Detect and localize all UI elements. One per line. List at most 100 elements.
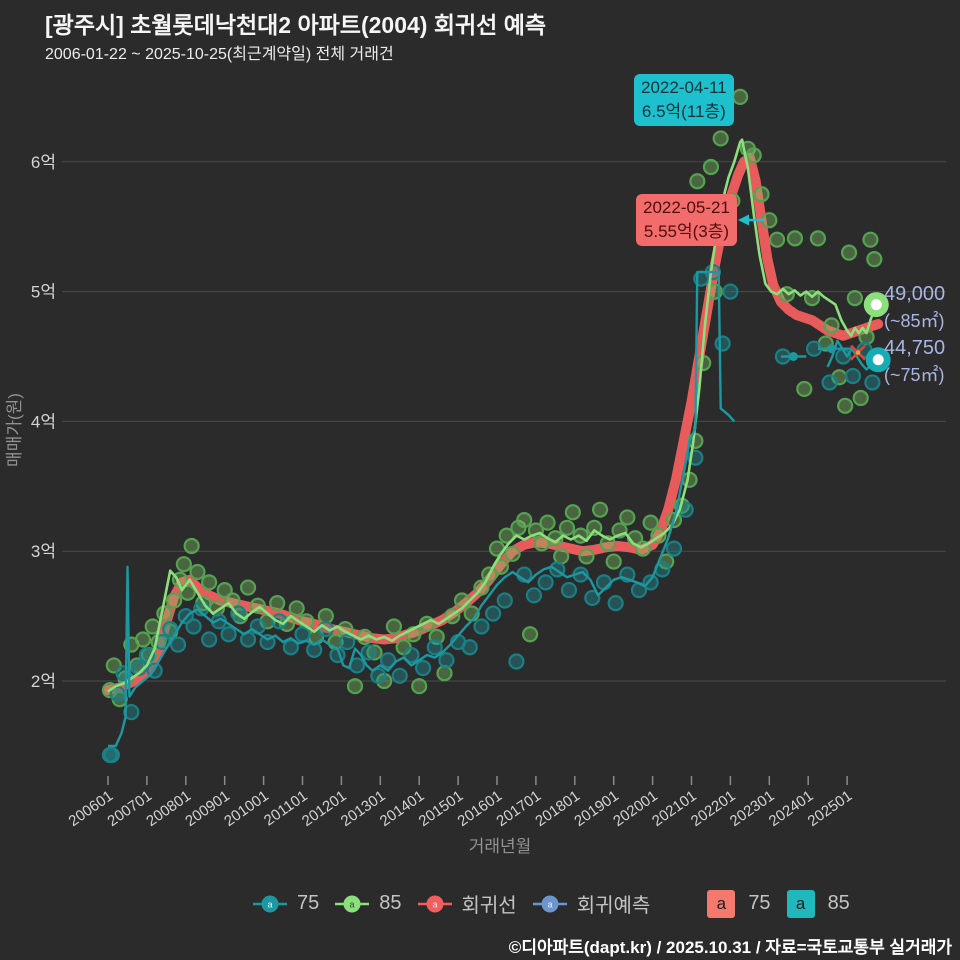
median-line-85[interactable] [107, 138, 878, 693]
scatter-point-85[interactable] [516, 511, 533, 529]
scatter-point-85[interactable] [753, 186, 770, 203]
scatter-point-85[interactable] [761, 212, 778, 229]
scatter-point-85[interactable] [453, 592, 471, 609]
scatter-point-75[interactable] [339, 633, 356, 651]
scatter-point-75[interactable] [665, 540, 683, 557]
legend-area-item-75[interactable]: a 75 [707, 889, 771, 918]
scatter-point-75[interactable] [537, 574, 554, 591]
scatter-point-85[interactable] [166, 592, 183, 609]
scatter-point-75[interactable] [426, 639, 443, 656]
scatter-point-85[interactable] [786, 230, 804, 247]
scatter-point-75[interactable] [525, 587, 543, 604]
scatter-point-75[interactable] [294, 626, 311, 643]
scatter-point-85[interactable] [269, 595, 286, 612]
scatter-point-85[interactable] [712, 130, 729, 147]
scatter-point-85[interactable] [385, 618, 403, 635]
scatter-point-75[interactable] [201, 631, 218, 648]
scatter-point-85[interactable] [862, 231, 879, 248]
scatter-point-85[interactable] [498, 527, 515, 544]
scatter-point-85[interactable] [175, 556, 192, 573]
scatter-point-85[interactable] [619, 509, 636, 526]
scatter-point-85[interactable] [732, 88, 749, 106]
legend-item-85[interactable]: a 85 [334, 892, 402, 915]
scatter-point-85[interactable] [411, 678, 428, 695]
scatter-point-85[interactable] [823, 317, 840, 334]
scatter-point-75[interactable] [282, 639, 299, 656]
scatter-point-85[interactable] [521, 626, 539, 643]
legend-item-regression[interactable]: a 회귀선 [417, 889, 517, 918]
scatter-point-75[interactable] [306, 641, 323, 658]
scatter-point-85[interactable] [605, 553, 622, 570]
scatter-point-75[interactable] [131, 659, 148, 677]
scatter-point-85[interactable] [840, 244, 858, 261]
scatter-point-75[interactable] [185, 618, 202, 635]
scatter-point-75[interactable] [607, 595, 624, 612]
scatter-point-75[interactable] [714, 335, 731, 352]
scatter-point-85[interactable] [533, 535, 550, 552]
scatter-point-85[interactable] [689, 173, 706, 190]
scatter-point-75[interactable] [722, 283, 739, 300]
scatter-point-75[interactable] [360, 644, 377, 661]
scatter-point-85[interactable] [702, 158, 720, 176]
scatter-point-85[interactable] [183, 537, 200, 555]
scatter-point-85[interactable] [366, 644, 383, 661]
scatter-point-75[interactable] [473, 618, 490, 635]
scatter-point-75[interactable] [595, 574, 613, 591]
annotation-recent-date: 2022-05-21 [643, 198, 730, 217]
scatter-point-75[interactable] [560, 582, 578, 599]
scatter-point-75[interactable] [821, 374, 838, 391]
scatter-point-85[interactable] [189, 563, 206, 581]
scatter-point-85[interactable] [578, 548, 595, 565]
scatter-point-85[interactable] [768, 231, 786, 248]
scatter-point-75[interactable] [496, 592, 513, 609]
scatter-point-75[interactable] [370, 667, 387, 684]
legend-item-75[interactable]: a 75 [252, 892, 319, 915]
scatter-point-85[interactable] [846, 289, 863, 307]
scatter-point-75[interactable] [844, 367, 862, 385]
scatter-point-85[interactable] [346, 678, 364, 695]
scatter-point-85[interactable] [745, 147, 762, 164]
scatter-point-85[interactable] [539, 514, 556, 531]
scatter-point-75[interactable] [414, 659, 432, 677]
scatter-point-85[interactable] [504, 545, 521, 562]
scatter-point-85[interactable] [796, 380, 813, 398]
scatter-point-85[interactable] [288, 600, 305, 617]
scatter-point-85[interactable] [852, 389, 869, 407]
scatter-point-75[interactable] [123, 704, 140, 721]
scatter-point-85[interactable] [134, 631, 152, 648]
scatter-point-75[interactable] [461, 639, 478, 656]
scatter-point-75[interactable] [403, 646, 420, 664]
regression-line[interactable] [103, 152, 884, 696]
scatter-point-85[interactable] [837, 397, 854, 414]
scatter-point-85[interactable] [591, 501, 609, 518]
scatter-point-75[interactable] [508, 653, 525, 670]
scatter-point-85[interactable] [642, 514, 659, 531]
scatter-point-75[interactable] [391, 667, 408, 684]
scatter-point-75[interactable] [249, 618, 266, 635]
scatter-point-75[interactable] [485, 605, 502, 622]
median-line-75[interactable] [108, 270, 736, 748]
scatter-point-85[interactable] [216, 582, 233, 599]
legend-area-item-85[interactable]: a 85 [786, 889, 850, 918]
scatter-point-75[interactable] [584, 589, 601, 607]
legend-item-prediction[interactable]: a 회귀예측 [532, 889, 650, 918]
scatter-point-85[interactable] [866, 251, 883, 268]
scatter-point-75[interactable] [103, 746, 120, 764]
scatter-point-85[interactable] [558, 519, 576, 536]
median-line-75-tail[interactable] [826, 339, 879, 371]
scatter-point-85[interactable] [179, 584, 196, 601]
scatter-point-75[interactable] [642, 574, 659, 591]
scatter-point-75[interactable] [438, 652, 455, 669]
scatter-point-85[interactable] [436, 665, 453, 682]
scatter-point-75[interactable] [169, 636, 187, 653]
scatter-point-75[interactable] [379, 652, 397, 669]
scatter-point-85[interactable] [564, 504, 581, 521]
scatter-point-85[interactable] [239, 579, 257, 596]
scatter-point-85[interactable] [553, 548, 570, 565]
scatter-point-75[interactable] [220, 626, 237, 643]
scatter-point-85[interactable] [809, 230, 827, 247]
scatter-point-85[interactable] [224, 592, 241, 609]
scatter-point-75[interactable] [864, 374, 881, 391]
scatter-point-85[interactable] [201, 574, 218, 591]
